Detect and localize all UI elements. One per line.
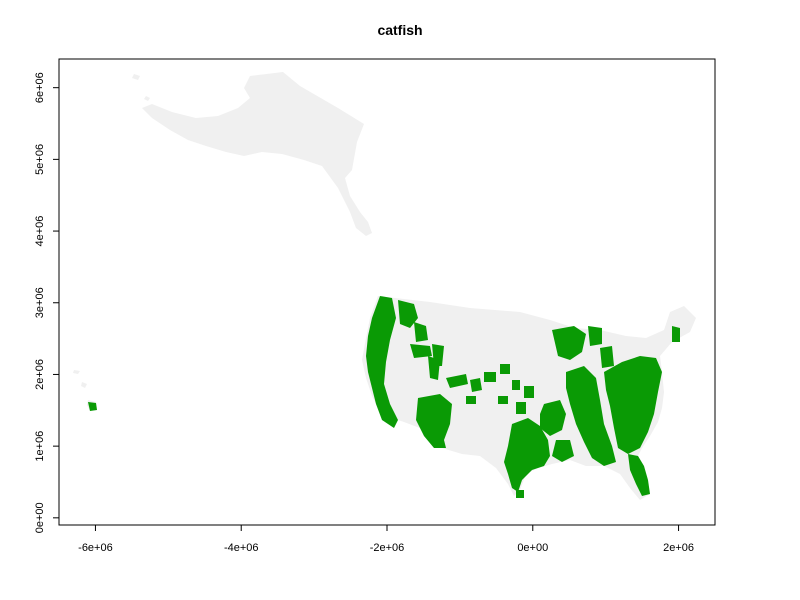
presence-pacific-northwest — [398, 300, 428, 342]
y-tick-label: 4e+06 — [34, 216, 46, 247]
presence-southeast — [604, 356, 662, 454]
x-tick-label: -4e+06 — [224, 542, 259, 554]
presence-utah — [428, 356, 440, 380]
x-tick-label: 2e+06 — [663, 542, 694, 554]
presence-colorado-scatter — [446, 374, 482, 404]
map-title: catfish — [377, 22, 423, 38]
x-tick-label: 0e+00 — [517, 542, 548, 554]
hawaii-islands — [73, 370, 97, 411]
presence-plains-scatter — [484, 364, 534, 414]
presence-florida — [628, 454, 650, 496]
presence-midwest-north — [552, 326, 614, 368]
x-tick-label: -6e+06 — [78, 542, 113, 554]
presence-west-coast — [366, 296, 398, 428]
y-tick-label: 5e+06 — [34, 144, 46, 175]
presence-southern-scatter — [540, 400, 574, 462]
y-tick-label: 6e+06 — [34, 72, 46, 103]
presence-texas — [504, 418, 550, 492]
presence-layer — [88, 296, 680, 498]
x-tick-label: -2e+06 — [370, 542, 405, 554]
presence-hawaii — [88, 402, 97, 411]
presence-new-england — [672, 326, 680, 342]
y-tick-label: 3e+06 — [34, 287, 46, 318]
y-tick-label: 2e+06 — [34, 359, 46, 390]
axes-layer: -6e+06 -4e+06 -2e+06 0e+00 2e+06 0e+00 1e+06 2e… — [34, 58, 716, 554]
y-tick-label: 1e+06 — [34, 431, 46, 462]
presence-mississippi — [566, 366, 616, 466]
aleutian-islands — [132, 74, 150, 101]
y-tick-label: 0e+00 — [34, 502, 46, 533]
presence-southwest — [416, 394, 452, 448]
alaska-landmass — [142, 72, 372, 236]
presence-south-texas-tip — [516, 490, 524, 498]
